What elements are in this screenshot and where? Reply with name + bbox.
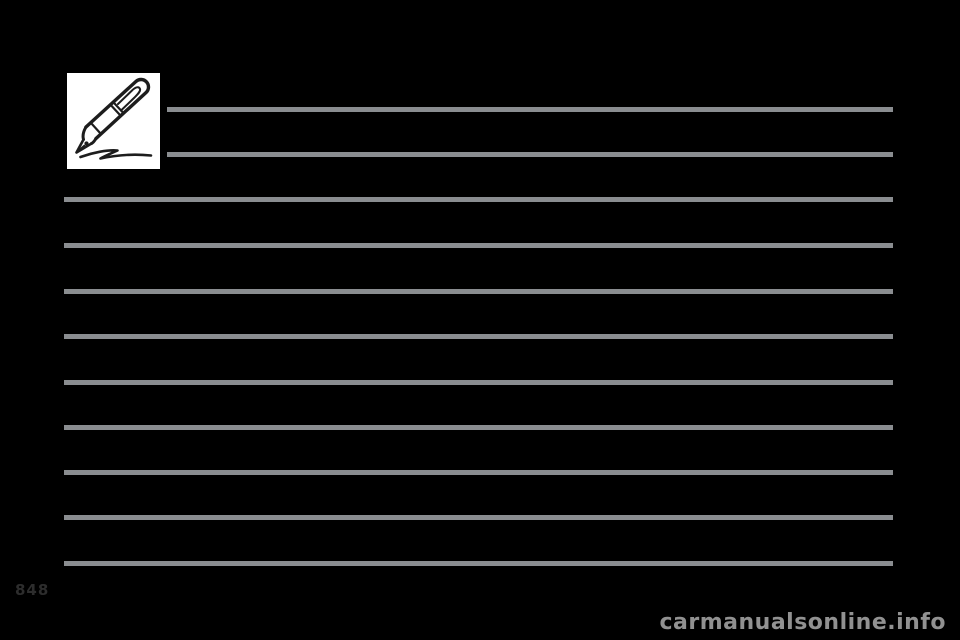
ruled-line [64, 243, 893, 248]
ruled-line [64, 334, 893, 339]
ruled-line [167, 152, 893, 157]
ruled-line [64, 561, 893, 566]
ruled-line [64, 289, 893, 294]
pen-icon-box [67, 73, 160, 169]
ruled-line [167, 107, 893, 112]
ruled-line [64, 380, 893, 385]
ruled-line [64, 197, 893, 202]
ruled-line [64, 515, 893, 520]
ruled-line [64, 470, 893, 475]
page-number: 848 [15, 581, 50, 599]
watermark-text: carmanualsonline.info [659, 609, 946, 635]
ruled-line [64, 425, 893, 430]
fountain-pen-icon [75, 77, 153, 160]
